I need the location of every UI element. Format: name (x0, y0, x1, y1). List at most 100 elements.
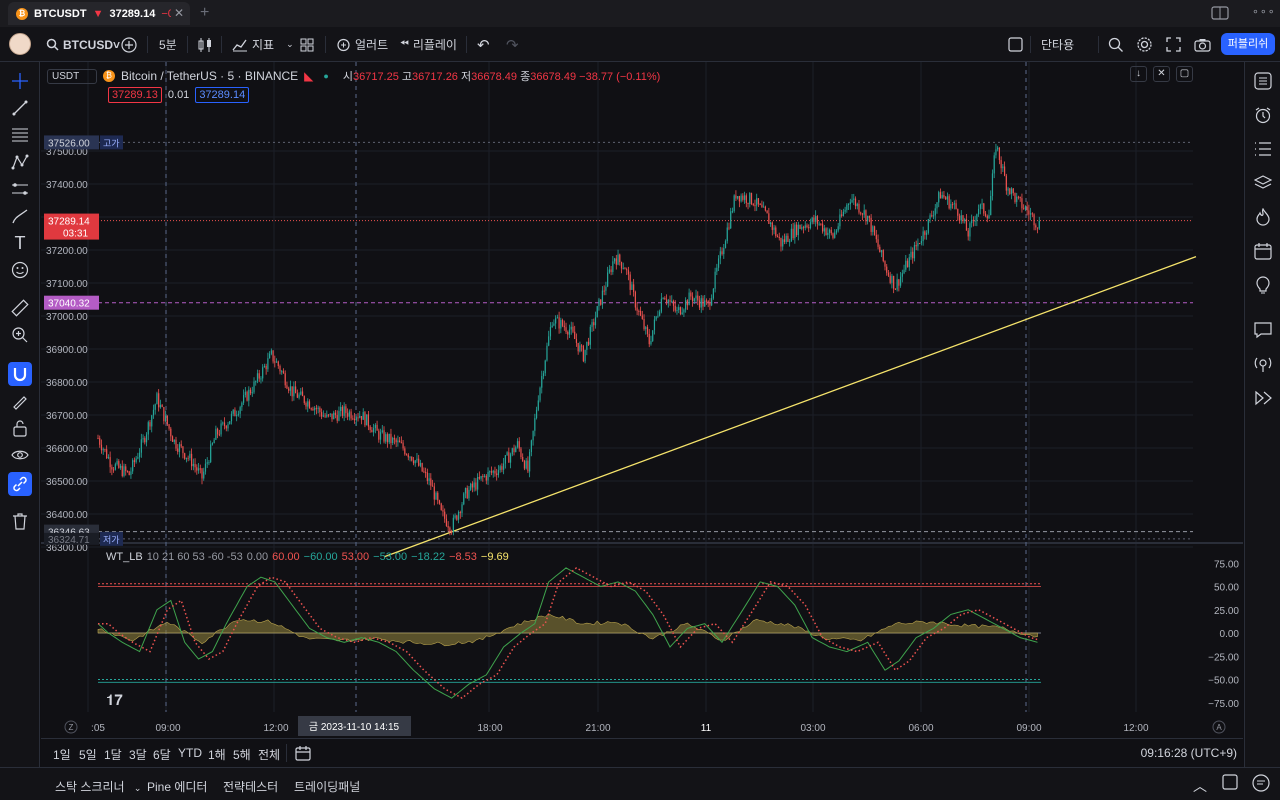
tab-close-icon[interactable]: ✕ (170, 6, 184, 20)
maximize-panel-icon[interactable] (1222, 774, 1240, 792)
interval-button[interactable]: 5분 (159, 27, 177, 62)
layers-icon[interactable] (1252, 172, 1274, 194)
lock-icon[interactable] (8, 416, 32, 440)
eye-icon[interactable] (8, 443, 32, 467)
ideas-bulb-icon[interactable] (1252, 274, 1274, 296)
link-icon[interactable] (8, 472, 32, 496)
chat-icon[interactable] (1252, 319, 1274, 341)
text-tool-icon[interactable]: T (14, 232, 26, 253)
range-1m[interactable]: 1달 (104, 748, 122, 762)
data-window-icon[interactable] (1252, 138, 1274, 160)
tab-strategy-tester[interactable]: 전략테스터 (223, 780, 279, 794)
redo-icon[interactable]: ↷ (506, 36, 519, 54)
sidebar-toggle-icon[interactable] (1211, 6, 1229, 20)
unit-select[interactable]: USDT (47, 68, 97, 84)
publish-button[interactable]: 퍼블리쉬 (1221, 33, 1275, 55)
candle-body (626, 269, 628, 271)
candle-body (535, 409, 538, 419)
candle-body (399, 440, 401, 443)
chart-type-button[interactable] (198, 27, 212, 62)
crosshair-icon[interactable] (8, 69, 32, 93)
goto-date-icon[interactable] (295, 745, 311, 761)
candle-body (388, 433, 390, 443)
settings-button[interactable] (1136, 27, 1153, 62)
chart-pane[interactable]: 37500.0037400.0037300.0037200.0037100.00… (41, 62, 1243, 738)
tab-stock-screener[interactable]: 스탁 스크리너 ⌄ (55, 780, 142, 794)
flag-icon[interactable]: ◣ (304, 69, 314, 83)
candle-body (912, 251, 914, 259)
watchlist-icon[interactable] (1252, 70, 1274, 92)
emoji-tool-icon[interactable] (8, 258, 32, 282)
fullscreen-button[interactable] (1166, 27, 1181, 62)
candle-body (367, 414, 370, 427)
candle-body (681, 312, 683, 315)
bid-ask-box: 37289.13 0.01 37289.14 (108, 87, 250, 103)
alarm-clock-icon[interactable] (1252, 104, 1274, 126)
range-3m[interactable]: 3달 (129, 748, 147, 762)
candle-body (513, 448, 515, 453)
hotlist-fire-icon[interactable] (1252, 206, 1274, 228)
browser-tab[interactable]: ₿ BTCUSDT ▼ 37289.14 −0.0 ✕ (8, 2, 190, 25)
tab-trading-panel[interactable]: 트레이딩패널 (294, 780, 361, 794)
range-1d[interactable]: 1일 (53, 748, 71, 762)
compare-button[interactable] (121, 27, 137, 62)
trash-icon[interactable] (8, 509, 32, 533)
range-5d[interactable]: 5일 (79, 748, 97, 762)
magnet-icon[interactable] (8, 362, 32, 386)
avatar[interactable] (9, 33, 31, 55)
candle-body (818, 223, 820, 225)
projection-tool-icon[interactable] (8, 177, 32, 201)
candle-body (667, 300, 669, 302)
notification-icon[interactable] (1252, 774, 1270, 795)
layout-name-button[interactable]: 단타용 (1041, 27, 1074, 62)
candle-body (385, 434, 387, 442)
indicators-button[interactable]: 지표 ⌄ (232, 27, 294, 62)
arrow-down-icon[interactable]: ↓ (1130, 66, 1147, 82)
stay-drawing-icon[interactable] (8, 389, 32, 413)
layout-toggle-button[interactable] (1008, 27, 1023, 62)
maximize-icon[interactable]: ▢ (1176, 66, 1193, 82)
range-5y[interactable]: 5해 (233, 748, 251, 762)
range-1y[interactable]: 1해 (208, 748, 226, 762)
time-axis-label: 06:00 (908, 723, 933, 734)
candle-body (111, 467, 113, 470)
more-dots-icon[interactable]: ∘∘∘ (1252, 6, 1276, 18)
candle-body (586, 341, 588, 350)
collapse-icon[interactable]: ✕ (1153, 66, 1170, 82)
buy-price-button[interactable]: 37289.14 (195, 87, 250, 103)
candle-body (492, 470, 494, 473)
range-6m[interactable]: 6달 (153, 748, 171, 762)
candle-body (213, 439, 215, 444)
calendar-icon[interactable] (1252, 240, 1274, 262)
play-forward-icon[interactable] (1252, 387, 1274, 409)
streams-icon[interactable] (1252, 353, 1274, 375)
timezone-clock[interactable]: 09:16:28 (UTC+9) (1140, 746, 1237, 760)
candle-body (390, 433, 392, 444)
snapshot-button[interactable] (1194, 27, 1211, 62)
tab-pine-editor[interactable]: Pine 에디터 (147, 780, 208, 794)
chevron-up-icon[interactable]: ︿ (1193, 778, 1207, 794)
new-tab-icon[interactable]: + (200, 4, 210, 21)
undo-icon[interactable]: ↶ (477, 36, 490, 54)
ruler-tool-icon[interactable] (8, 296, 32, 320)
range-ytd[interactable]: YTD (178, 746, 202, 760)
replay-button[interactable]: ⏪︎ 리플레이 (400, 27, 457, 62)
candle-body (872, 226, 874, 232)
candle-body (993, 155, 995, 174)
chart-canvas[interactable]: 37500.0037400.0037300.0037200.0037100.00… (41, 62, 1243, 738)
templates-button[interactable] (300, 27, 314, 62)
quick-search-button[interactable] (1108, 27, 1124, 62)
candle-body (477, 476, 479, 490)
brush-tool-icon[interactable] (8, 204, 32, 228)
sell-price-button[interactable]: 37289.13 (108, 87, 162, 103)
trendline-tool-icon[interactable] (8, 96, 32, 120)
candle-body (990, 195, 992, 216)
range-all[interactable]: 전체 (258, 748, 281, 762)
fib-tool-icon[interactable] (8, 123, 32, 147)
alert-button[interactable]: 얼러트 (336, 27, 388, 62)
symbol-search-button[interactable]: BTCUSD˅ (46, 27, 120, 62)
zoom-in-icon[interactable] (8, 323, 32, 347)
pattern-tool-icon[interactable] (8, 150, 32, 174)
candle-body (967, 230, 969, 237)
candle-body (927, 219, 929, 233)
